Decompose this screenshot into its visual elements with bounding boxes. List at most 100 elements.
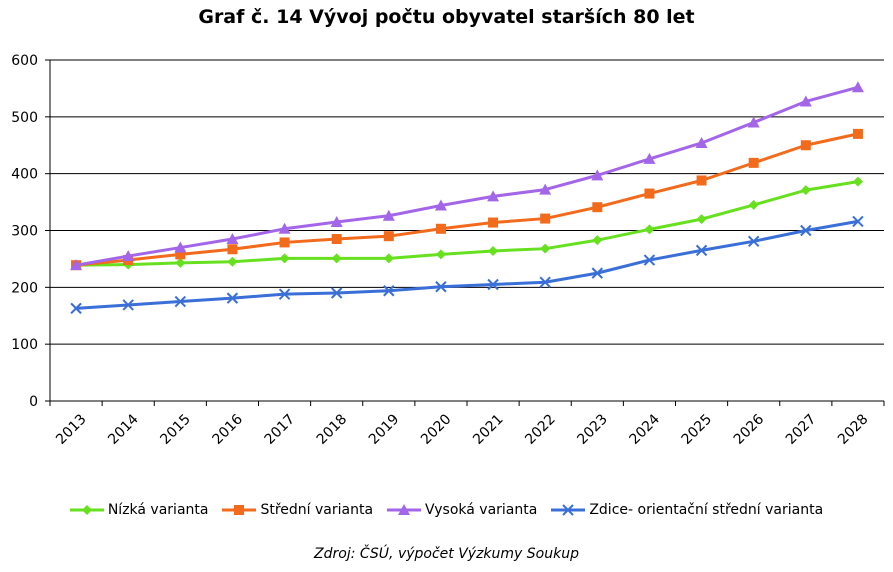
x-tick-label: 2021 xyxy=(470,411,507,448)
data-point xyxy=(175,257,186,268)
series-1 xyxy=(71,176,863,271)
data-point xyxy=(695,244,708,257)
data-point xyxy=(800,185,811,196)
legend-swatch xyxy=(551,504,586,516)
data-point xyxy=(539,183,552,195)
data-point xyxy=(592,235,603,246)
grid-lines xyxy=(50,59,884,345)
legend-swatch xyxy=(387,504,422,515)
data-point xyxy=(279,237,290,248)
x-tick-label: 2020 xyxy=(418,411,455,448)
y-tick-label: 500 xyxy=(11,110,38,126)
data-point xyxy=(852,128,863,139)
data-point xyxy=(278,222,291,234)
data-point xyxy=(70,302,82,315)
data-point xyxy=(487,190,500,202)
line-chart: 0 100 200 300 400 500 600 2013 2014 2015 2016 2017 2… xyxy=(11,53,885,448)
data-point xyxy=(591,267,604,279)
data-point xyxy=(487,278,499,291)
x-tick-label: 2028 xyxy=(835,411,872,448)
series-line xyxy=(76,180,859,267)
data-point xyxy=(435,249,446,260)
data-point xyxy=(175,249,186,260)
x-tick-label: 2025 xyxy=(679,411,716,448)
y-tick-label: 600 xyxy=(11,53,38,69)
data-point xyxy=(331,253,342,264)
data-point xyxy=(643,254,656,266)
x-tick-label: 2017 xyxy=(262,411,299,448)
chart-title: Graf č. 14 Vývoj počtu obyvatel starších… xyxy=(198,6,695,28)
data-point xyxy=(330,287,343,299)
series-line xyxy=(75,85,859,267)
data-point xyxy=(644,188,655,199)
legend-label: Zdice- orientační střední varianta xyxy=(589,502,824,518)
data-point xyxy=(696,214,707,225)
x-tick-label: 2023 xyxy=(574,411,611,448)
data-point xyxy=(383,231,394,242)
data-point xyxy=(174,295,187,308)
legend-item: Střední varianta xyxy=(222,502,373,518)
data-point xyxy=(540,213,551,224)
data-point xyxy=(331,234,342,245)
data-point xyxy=(174,241,187,253)
data-point xyxy=(748,157,759,168)
x-tick-label: 2014 xyxy=(105,411,142,448)
legend-item: Vysoká varianta xyxy=(387,502,537,518)
data-point xyxy=(748,199,759,210)
series-line xyxy=(75,132,859,267)
source-note: Zdroj: ČSÚ, výpočet Výzkumy Soukup xyxy=(314,546,579,562)
data-point xyxy=(591,169,604,181)
x-tick-label: 2016 xyxy=(210,411,247,448)
legend-label: Nízká varianta xyxy=(107,502,209,518)
data-point xyxy=(851,81,864,93)
y-tick-label: 400 xyxy=(11,167,38,183)
data-point xyxy=(800,224,812,237)
legend-swatch xyxy=(222,505,257,515)
x-tick-label: 2027 xyxy=(783,411,820,448)
data-point xyxy=(435,223,446,234)
x-tick-label: 2013 xyxy=(53,411,90,448)
data-point xyxy=(488,245,499,256)
data-point xyxy=(696,175,707,186)
y-tick-label: 0 xyxy=(29,394,38,410)
legend-swatch xyxy=(69,505,104,515)
x-tick-label: 2024 xyxy=(627,411,664,448)
data-point xyxy=(70,259,83,271)
series-lines xyxy=(70,81,864,315)
data-point xyxy=(539,276,551,288)
data-point xyxy=(852,215,864,228)
x-tick-label: 2015 xyxy=(157,411,194,448)
legend-label: Střední varianta xyxy=(260,502,374,518)
y-tick-label: 300 xyxy=(11,224,38,240)
data-point xyxy=(383,253,394,264)
series-4 xyxy=(70,215,864,315)
data-point xyxy=(747,235,760,248)
legend-label: Vysoká varianta xyxy=(425,502,538,518)
data-point xyxy=(540,243,551,254)
data-point xyxy=(799,95,812,107)
legend-item: Zdice- orientační střední varianta xyxy=(551,502,823,518)
data-point xyxy=(227,244,238,255)
y-tick-label: 200 xyxy=(11,280,38,296)
data-point xyxy=(800,140,811,151)
y-tick-label: 100 xyxy=(11,337,38,353)
axes xyxy=(45,59,885,406)
data-point xyxy=(122,299,134,311)
data-point xyxy=(383,285,395,297)
data-point xyxy=(122,250,135,262)
data-point xyxy=(227,256,238,267)
data-point xyxy=(279,253,290,264)
data-point xyxy=(488,217,499,228)
data-point xyxy=(695,136,708,148)
series-3 xyxy=(70,81,864,271)
legend: Nízká varianta Střední varianta Vysoká var… xyxy=(0,502,893,518)
x-tick-label: 2026 xyxy=(731,411,768,448)
data-point xyxy=(592,202,603,213)
data-point xyxy=(852,176,863,187)
data-point xyxy=(330,215,343,227)
x-tick-label: 2018 xyxy=(314,411,351,448)
data-point xyxy=(435,281,447,293)
data-point xyxy=(643,152,656,164)
data-point xyxy=(434,199,447,211)
legend-item: Nízká varianta xyxy=(69,502,209,518)
